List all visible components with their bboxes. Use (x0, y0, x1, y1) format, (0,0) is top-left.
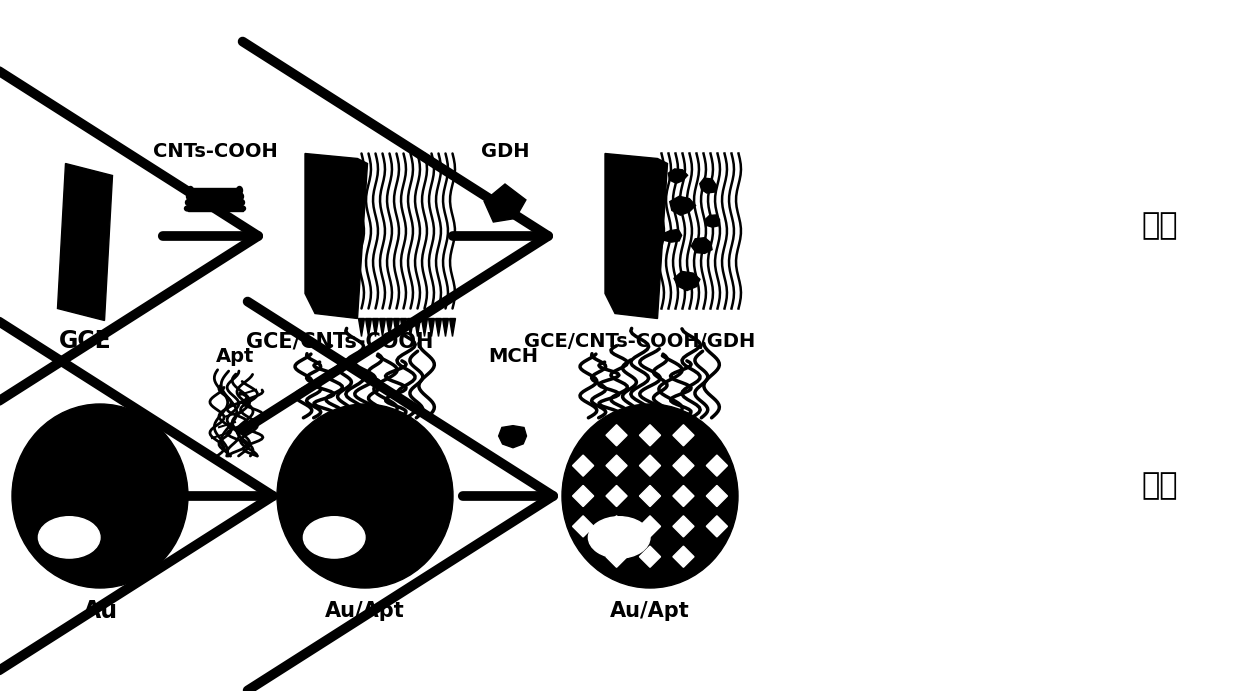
Ellipse shape (38, 517, 100, 558)
Ellipse shape (186, 193, 192, 200)
Polygon shape (435, 319, 441, 337)
Polygon shape (640, 486, 661, 507)
Text: GCE: GCE (58, 329, 112, 353)
Polygon shape (699, 178, 715, 193)
Polygon shape (663, 229, 682, 242)
Polygon shape (387, 319, 393, 337)
Text: Apt: Apt (216, 346, 254, 366)
Polygon shape (393, 319, 399, 337)
Polygon shape (484, 184, 526, 222)
Polygon shape (57, 164, 113, 321)
Polygon shape (606, 455, 627, 476)
Polygon shape (673, 486, 694, 507)
Polygon shape (606, 546, 627, 567)
Polygon shape (668, 169, 688, 183)
Polygon shape (372, 319, 378, 337)
Polygon shape (673, 546, 694, 567)
Polygon shape (498, 426, 527, 448)
Ellipse shape (562, 404, 738, 588)
Polygon shape (429, 319, 434, 337)
Text: Au: Au (82, 599, 118, 623)
Polygon shape (573, 515, 594, 537)
Polygon shape (640, 425, 661, 446)
Polygon shape (191, 188, 239, 193)
Polygon shape (606, 425, 627, 446)
Ellipse shape (187, 187, 193, 194)
Polygon shape (408, 319, 413, 337)
Polygon shape (187, 206, 243, 211)
Text: 阳极: 阳极 (1142, 211, 1178, 240)
Polygon shape (707, 515, 728, 537)
Text: 阴极: 阴极 (1142, 471, 1178, 500)
Polygon shape (414, 319, 420, 337)
Polygon shape (706, 215, 719, 227)
Polygon shape (691, 238, 712, 254)
Text: GDH: GDH (481, 142, 529, 160)
Polygon shape (673, 455, 694, 476)
Polygon shape (401, 319, 407, 337)
Ellipse shape (185, 206, 191, 211)
Ellipse shape (304, 517, 365, 558)
Polygon shape (640, 455, 661, 476)
Polygon shape (358, 319, 365, 337)
Text: MCH: MCH (489, 346, 538, 366)
Polygon shape (573, 486, 594, 507)
Ellipse shape (239, 206, 246, 211)
Ellipse shape (186, 200, 191, 205)
Polygon shape (379, 319, 386, 337)
Text: GCE/CNTs-COOH: GCE/CNTs-COOH (247, 331, 434, 351)
Polygon shape (640, 515, 661, 537)
Polygon shape (422, 319, 428, 337)
Text: GCE/CNTs-COOH/GDH: GCE/CNTs-COOH/GDH (525, 332, 755, 350)
Polygon shape (188, 200, 242, 205)
Ellipse shape (238, 200, 244, 205)
Polygon shape (366, 319, 372, 337)
Polygon shape (675, 272, 699, 291)
Polygon shape (673, 425, 694, 446)
Polygon shape (190, 194, 241, 199)
Polygon shape (673, 515, 694, 537)
Ellipse shape (237, 187, 243, 194)
Text: Au/Apt: Au/Apt (325, 601, 405, 621)
Ellipse shape (12, 404, 188, 588)
Polygon shape (670, 196, 696, 215)
Polygon shape (707, 455, 728, 476)
Polygon shape (573, 455, 594, 476)
Ellipse shape (589, 517, 650, 558)
Polygon shape (606, 515, 627, 537)
Ellipse shape (277, 404, 453, 588)
Polygon shape (707, 486, 728, 507)
Polygon shape (443, 319, 449, 337)
Polygon shape (640, 546, 661, 567)
Text: Au/Apt: Au/Apt (610, 601, 689, 621)
Polygon shape (606, 486, 627, 507)
Polygon shape (449, 319, 455, 337)
Ellipse shape (238, 193, 243, 200)
Text: CNTs-COOH: CNTs-COOH (153, 142, 278, 160)
Polygon shape (605, 153, 667, 319)
Polygon shape (305, 153, 367, 319)
